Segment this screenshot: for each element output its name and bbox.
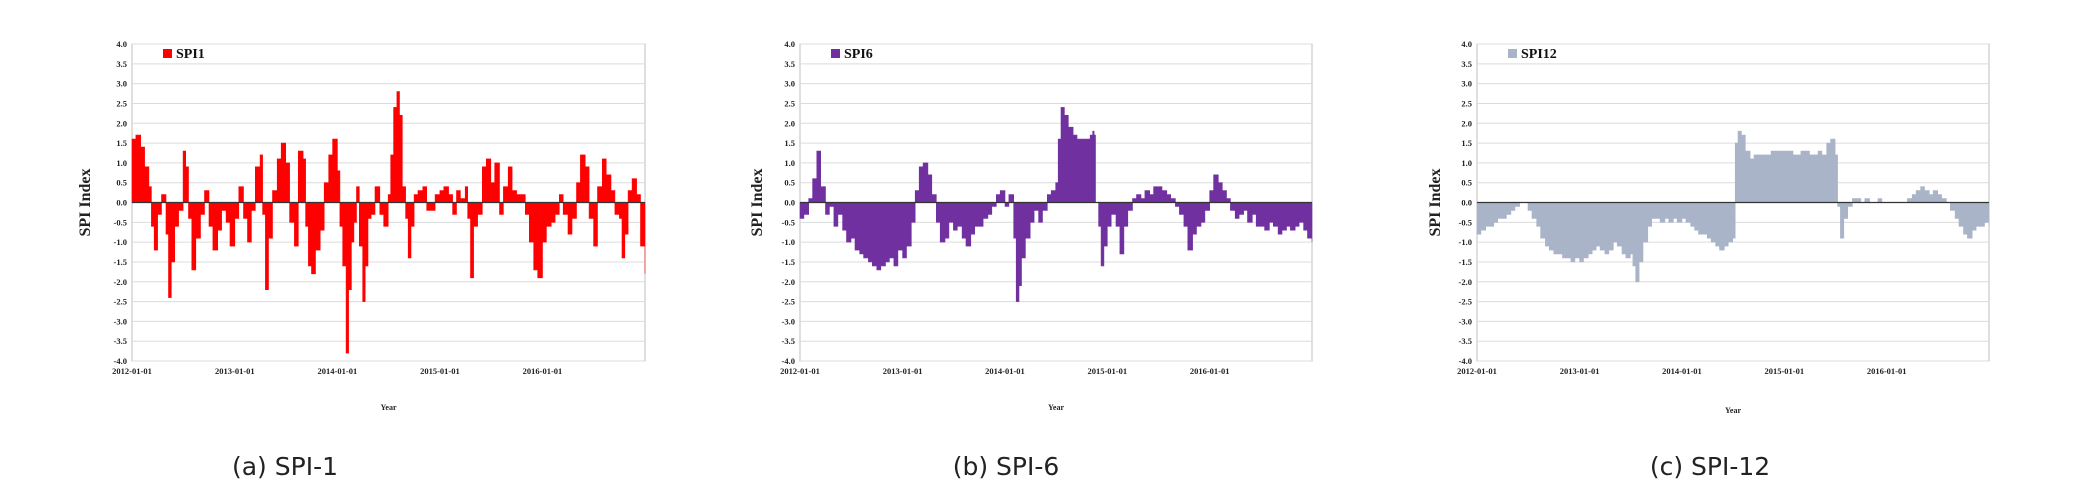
y-tick-label: 2.5 (1461, 98, 1472, 108)
y-tick-label: 1.5 (1461, 138, 1472, 148)
y-axis-title: SPI Index (749, 168, 766, 236)
y-tick-label: -4.0 (114, 356, 127, 366)
y-tick-label: -1.5 (1459, 257, 1472, 267)
x-tick-label: 2013-01-01 (215, 366, 255, 376)
y-tick-label: -3.0 (114, 316, 127, 326)
y-tick-label: -1.0 (114, 237, 127, 247)
x-tick-label: 2014-01-01 (1662, 366, 1702, 376)
y-tick-label: 0.0 (784, 198, 795, 208)
y-tick-label: 0.5 (1461, 178, 1472, 188)
y-tick-label: -0.5 (1459, 217, 1472, 227)
y-tick-label: 1.5 (116, 138, 127, 148)
y-tick-label: 1.0 (784, 158, 795, 168)
y-tick-label: 3.0 (784, 79, 795, 89)
y-tick-label: -0.5 (782, 217, 795, 227)
chart-panel-spi12: 4.0 3.5 3.0 2.5 2.0 1.5 1.0 0.5 0.0 -0.5 -1.0 -1.5 -… (1388, 0, 2082, 496)
y-tick-label: -2.5 (114, 297, 127, 307)
y-tick-label: 0.0 (1461, 198, 1472, 208)
x-tick-label: 2012-01-01 (1457, 366, 1497, 376)
chart-panel-spi6: 4.0 3.5 3.0 2.5 2.0 1.5 1.0 0.5 0.0 -0.5 -1.0 -1.5 -… (694, 0, 1388, 496)
y-tick-label: -4.0 (782, 356, 795, 366)
caption-spi6: (b) SPI-6 (952, 452, 1060, 481)
legend-label: SPI1 (176, 47, 205, 62)
y-tick-label: -3.5 (782, 336, 795, 346)
spi12-chart: 4.0 3.5 3.0 2.5 2.0 1.5 1.0 0.5 0.0 -0.5 -1.0 -1.5 -… (1427, 39, 1990, 415)
caption-spi12: (c) SPI-12 (1649, 452, 1771, 481)
y-tick-label: -2.0 (1459, 277, 1472, 287)
y-tick-label: -1.5 (114, 257, 127, 267)
y-tick-label: 2.5 (116, 98, 127, 108)
x-axis-title: Year (1048, 403, 1064, 412)
y-tick-label: -2.5 (782, 297, 795, 307)
legend-label: SPI6 (844, 47, 873, 62)
spi-series-area (1476, 130, 1990, 283)
y-tick-label: 3.0 (1461, 79, 1472, 89)
y-tick-label: -3.0 (782, 316, 795, 326)
legend-swatch (1508, 49, 1517, 58)
legend-swatch (163, 49, 172, 58)
x-axis-title: Year (381, 403, 397, 412)
x-tick-label: 2015-01-01 (1087, 366, 1127, 376)
y-tick-label: -1.0 (1459, 237, 1472, 247)
x-tick-label: 2013-01-01 (883, 366, 923, 376)
y-tick-label: -2.5 (1459, 297, 1472, 307)
y-tick-label: 0.5 (784, 178, 795, 188)
y-tick-label: 1.0 (1461, 158, 1472, 168)
y-tick-label: -3.5 (114, 336, 127, 346)
x-tick-label: 2016-01-01 (1190, 366, 1230, 376)
x-tick-label: 2016-01-01 (1867, 366, 1907, 376)
y-tick-label: 1.0 (116, 158, 127, 168)
y-tick-label: 2.0 (116, 118, 127, 128)
y-tick-label: 2.0 (784, 118, 795, 128)
y-axis-title: SPI Index (77, 168, 94, 236)
x-tick-label: 2012-01-01 (780, 366, 820, 376)
y-tick-label: 0.0 (116, 198, 127, 208)
y-tick-label: -3.5 (1459, 336, 1472, 346)
spi1-chart: 4.0 3.5 3.0 2.5 2.0 1.5 1.0 0.5 0.0 -0.5 -1.0 -1.5 -… (77, 39, 646, 412)
caption-spi1: (a) SPI-1 (231, 452, 339, 481)
x-tick-label: 2014-01-01 (985, 366, 1025, 376)
y-axis-title: SPI Index (1427, 168, 1444, 236)
legend-swatch (831, 49, 840, 58)
y-tick-label: 3.5 (784, 59, 795, 69)
y-tick-label: 4.0 (116, 39, 127, 49)
spi6-chart: 4.0 3.5 3.0 2.5 2.0 1.5 1.0 0.5 0.0 -0.5 -1.0 -1.5 -… (749, 39, 1313, 412)
legend-label: SPI12 (1521, 47, 1557, 62)
y-tick-label: -1.0 (782, 237, 795, 247)
y-tick-label: -2.0 (782, 277, 795, 287)
y-tick-label: 4.0 (1461, 39, 1472, 49)
chart-panel-spi1: 4.0 3.5 3.0 2.5 2.0 1.5 1.0 0.5 0.0 -0.5 -1.0 -1.5 -… (0, 0, 694, 496)
y-tick-label: 4.0 (784, 39, 795, 49)
y-tick-label: -4.0 (1459, 356, 1472, 366)
x-tick-label: 2015-01-01 (1764, 366, 1804, 376)
y-tick-label: 0.5 (116, 178, 127, 188)
x-axis-title: Year (1725, 406, 1741, 415)
spi-series-area (131, 91, 646, 354)
x-tick-label: 2013-01-01 (1560, 366, 1600, 376)
x-tick-label: 2014-01-01 (318, 366, 358, 376)
x-tick-label: 2016-01-01 (523, 366, 563, 376)
y-tick-label: 2.5 (784, 98, 795, 108)
y-tick-label: 1.5 (784, 138, 795, 148)
y-tick-label: -2.0 (114, 277, 127, 287)
y-tick-label: 2.0 (1461, 118, 1472, 128)
y-tick-label: 3.5 (116, 59, 127, 69)
x-tick-label: 2012-01-01 (112, 366, 152, 376)
y-tick-label: 3.0 (116, 79, 127, 89)
y-tick-label: -1.5 (782, 257, 795, 267)
spi-series-area (799, 107, 1313, 302)
y-tick-label: -3.0 (1459, 316, 1472, 326)
y-tick-label: -0.5 (114, 217, 127, 227)
y-tick-label: 3.5 (1461, 59, 1472, 69)
x-tick-label: 2015-01-01 (420, 366, 460, 376)
